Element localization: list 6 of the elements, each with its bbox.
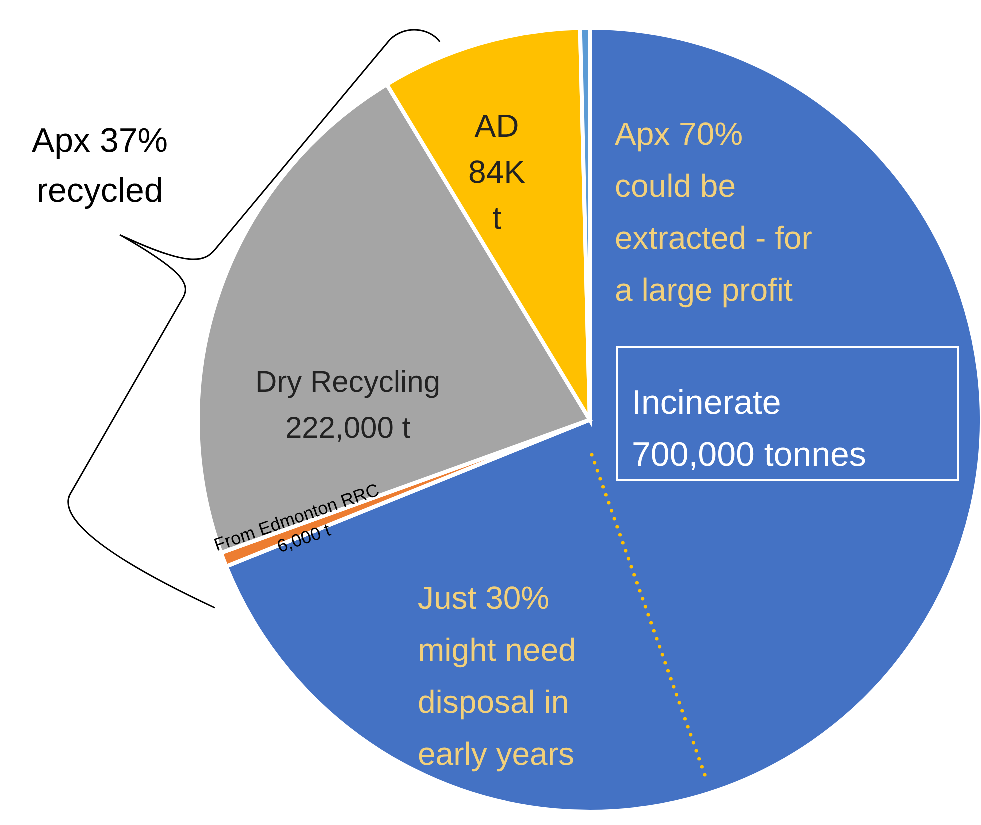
slice-label: Dry Recycling 222,000 t — [255, 366, 441, 445]
text: Apx 70% could be extracted - for a large profit — [615, 116, 813, 308]
slice-label: AD 84K t — [468, 108, 526, 236]
slice-label: Incinerate 700,000 tonnes — [632, 384, 866, 474]
text: Apx 37% recycled — [32, 122, 168, 210]
text: Just 30% might need disposal in early years — [418, 580, 576, 772]
